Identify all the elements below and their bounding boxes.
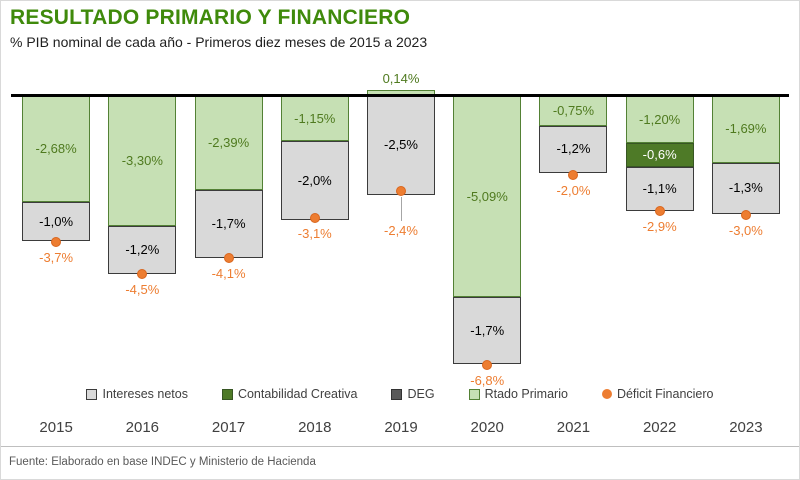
year-label: 2015 — [39, 419, 73, 436]
value-label: -1,69% — [725, 121, 767, 137]
deficit-dot — [654, 205, 665, 216]
legend-item-contabilidad-creativa: Contabilidad Creativa — [221, 387, 358, 401]
deficit-dot — [137, 268, 148, 279]
value-label: -5,09% — [466, 188, 508, 204]
year-label: 2023 — [729, 419, 763, 436]
legend-item-intereses-netos: Intereses netos — [86, 387, 188, 401]
source-note: Fuente: Elaborado en base INDEC y Minist… — [9, 456, 316, 468]
deficit-label: -2,4% — [384, 222, 418, 238]
chart-legend: Intereses netos Contabilidad Creativa DE… — [1, 387, 799, 401]
deficit-dot — [740, 209, 751, 220]
bar-segment-rtado-primario — [625, 96, 694, 144]
deficit-label: -2,0% — [556, 183, 591, 198]
year-label: 2022 — [642, 419, 677, 436]
bar-segment-intereses-netos — [625, 167, 694, 211]
legend-item-deg: DEG — [391, 387, 435, 401]
bar-segment-intereses-netos — [108, 226, 177, 274]
year-label: 2021 — [556, 419, 591, 436]
legend-item-rtado-primario: Rtado Primario — [468, 387, 568, 401]
value-label: -2,5% — [384, 137, 418, 153]
value-label: -1,20% — [639, 111, 681, 127]
value-label: -1,7% — [211, 215, 246, 231]
darkgreen-box-swatch-icon — [221, 388, 233, 400]
page-title: RESULTADO PRIMARIO Y FINANCIERO — [10, 6, 411, 29]
value-label: -1,2% — [556, 141, 591, 157]
year-label: 2019 — [384, 419, 418, 436]
deficit-label: -3,0% — [728, 222, 763, 238]
legend-item-deficit-financiero: Déficit Financiero — [601, 387, 714, 401]
year-label: 2016 — [125, 419, 160, 436]
darkgray-box-swatch-icon — [391, 388, 403, 400]
value-label: -0,6% — [642, 147, 677, 163]
orange-dot-swatch-icon — [601, 389, 612, 399]
value-label: -3,30% — [121, 153, 163, 169]
value-label: -1,3% — [728, 180, 763, 196]
bar-segment-rtado-primario — [194, 96, 263, 191]
legend-label: Rtado Primario — [484, 387, 568, 401]
deficit-dot — [568, 170, 579, 180]
deficit-label: -4,1% — [211, 265, 246, 281]
value-label: -1,15% — [294, 110, 336, 126]
legend-label: Intereses netos — [102, 387, 188, 401]
deficit-label: -6,8% — [470, 372, 505, 388]
value-label: -0,75% — [552, 102, 595, 118]
year-label: 2018 — [298, 419, 332, 436]
bar-segment-rtado-primario — [711, 96, 780, 163]
deficit-dot — [396, 185, 406, 196]
deficit-dot — [309, 213, 320, 224]
value-label: -1,7% — [470, 322, 505, 338]
legend-label: Déficit Financiero — [616, 387, 714, 401]
value-label: -1,1% — [642, 180, 677, 196]
bar-segment-rtado-primario — [22, 96, 91, 202]
bar-segment-intereses-netos — [280, 141, 349, 221]
deficit-label: -3,1% — [297, 226, 332, 242]
year-label: 2017 — [211, 419, 246, 436]
leader-line — [401, 196, 402, 221]
bar-segment-intereses-netos — [194, 190, 263, 258]
year-label: 2020 — [470, 419, 504, 436]
chart-subtitle: % PIB nominal de cada año - Primeros die… — [10, 34, 428, 50]
value-label: -1,0% — [39, 213, 74, 229]
bar-segment-intereses-netos — [711, 162, 780, 215]
bar-segment-rtado-primario — [453, 96, 522, 298]
deficit-dot — [482, 359, 493, 370]
deficit-label: -3,7% — [39, 250, 74, 266]
value-label: 0,14% — [382, 71, 420, 87]
zero-axis-line — [11, 94, 789, 97]
bar-segment-rtado-primario — [280, 96, 349, 142]
legend-label: DEG — [407, 387, 435, 401]
deficit-label: -4,5% — [125, 281, 160, 297]
bar-segment-intereses-netos — [453, 297, 522, 365]
value-label: -1,2% — [125, 242, 160, 258]
bar-segment-contabilidad-creativa — [625, 143, 694, 168]
value-label: -2,39% — [207, 135, 250, 151]
value-label: -2,0% — [297, 172, 332, 188]
deficit-dot — [223, 252, 234, 263]
deficit-dot — [51, 237, 62, 248]
lightgreen-box-swatch-icon — [468, 388, 480, 400]
footer-divider — [1, 446, 799, 447]
legend-label: Contabilidad Creativa — [237, 387, 358, 401]
gray-box-swatch-icon — [86, 388, 98, 400]
deficit-label: -2,9% — [642, 218, 677, 234]
value-label: -2,68% — [35, 140, 77, 156]
